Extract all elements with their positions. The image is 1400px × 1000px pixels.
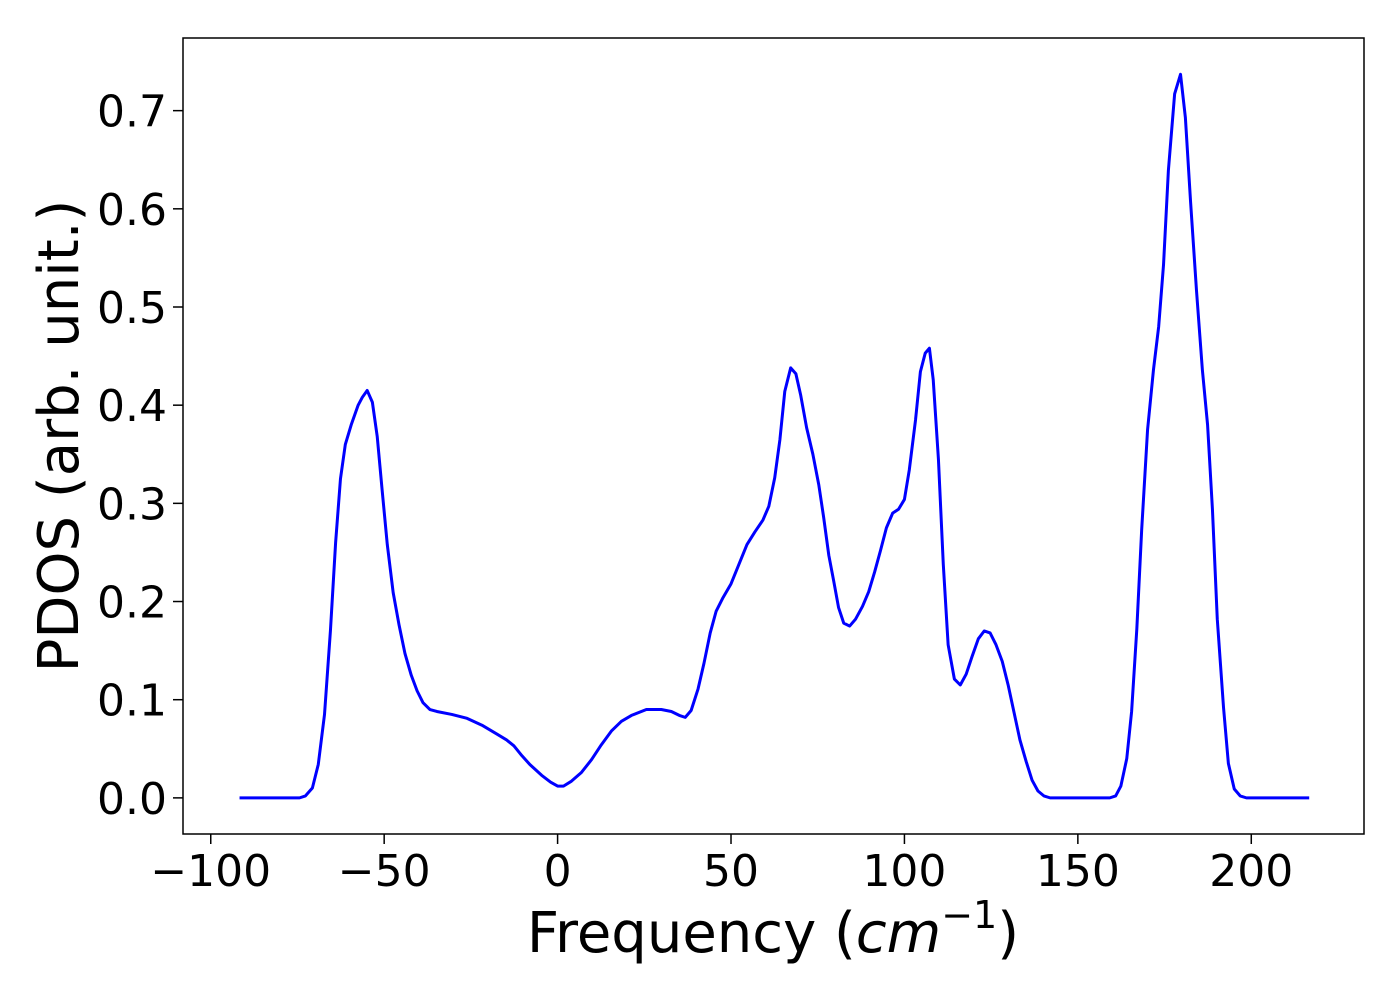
x-tick-label: −50 — [338, 846, 431, 897]
x-tick-label: −100 — [150, 846, 271, 897]
x-label-math: cm — [856, 901, 941, 966]
x-tick-label: 50 — [703, 846, 759, 897]
x-tick-label: 150 — [1036, 846, 1120, 897]
y-tick-label: 0.7 — [97, 87, 167, 138]
y-tick-label: 0.5 — [97, 283, 167, 334]
x-label-close: ) — [997, 901, 1019, 966]
y-tick-label: 0.2 — [97, 578, 167, 629]
x-axis-label: Frequency (cm−1) — [527, 893, 1019, 966]
y-tick-label: 0.0 — [97, 774, 167, 825]
y-tick-label: 0.6 — [97, 185, 167, 236]
x-tick-label: 100 — [862, 846, 946, 897]
line-series — [239, 72, 1310, 800]
y-tick-label: 0.4 — [97, 381, 167, 432]
x-label-sup: −1 — [941, 893, 997, 937]
x-tick-label: 0 — [544, 846, 572, 897]
x-tick-label: 200 — [1209, 846, 1293, 897]
y-axis-label: PDOS (arb. unit.) — [27, 200, 92, 673]
y-tick-label: 0.3 — [97, 479, 167, 530]
x-label-text: Frequency ( — [527, 901, 856, 966]
plot-frame — [182, 37, 1365, 835]
y-tick-label: 0.1 — [97, 676, 167, 727]
